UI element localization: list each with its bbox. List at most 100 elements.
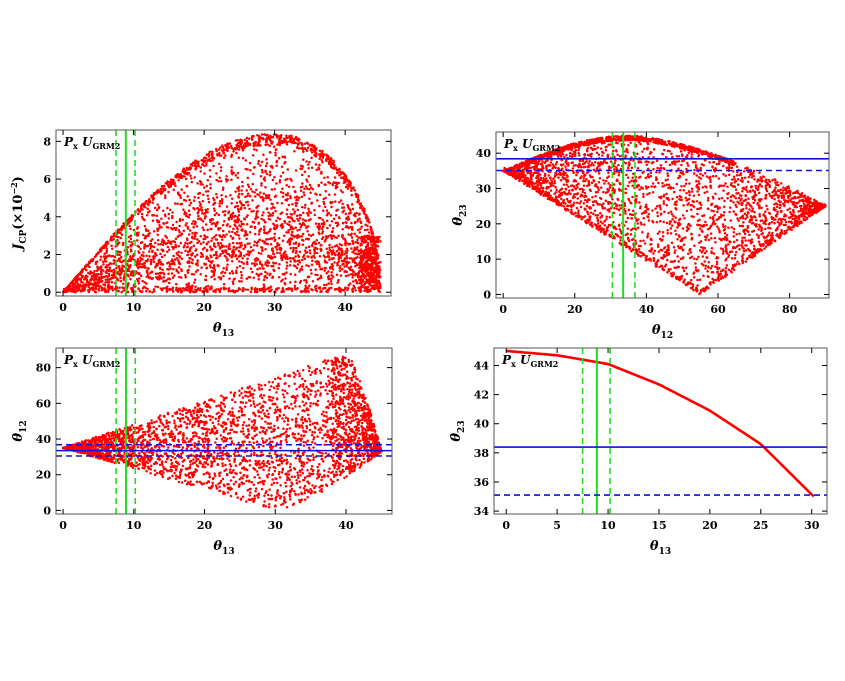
scatter-point xyxy=(611,197,614,201)
scatter-point xyxy=(668,222,671,226)
scatter-point xyxy=(197,217,200,221)
scatter-point xyxy=(304,284,307,287)
scatter-point xyxy=(219,278,222,281)
scatter-point xyxy=(196,164,200,167)
scatter-point xyxy=(126,253,129,256)
scatter-point xyxy=(315,251,319,255)
scatter-point xyxy=(116,279,120,282)
scatter-point xyxy=(327,270,330,273)
scatter-point xyxy=(302,191,305,194)
scatter-point xyxy=(376,238,379,242)
scatter-point xyxy=(262,211,265,214)
scatter-point xyxy=(190,222,194,225)
scatter-point xyxy=(300,173,304,177)
scatter-point xyxy=(165,287,169,291)
scatter-point xyxy=(578,202,581,205)
scatter-point xyxy=(365,263,368,267)
scatter-point xyxy=(328,258,331,261)
scatter-point xyxy=(303,223,306,227)
scatter-point xyxy=(267,196,271,199)
scatter-point xyxy=(186,195,189,198)
scatter-point xyxy=(235,246,238,250)
scatter-point xyxy=(311,187,315,191)
scatter-point xyxy=(101,268,104,272)
scatter-point xyxy=(293,150,296,153)
scatter-point xyxy=(360,260,364,264)
scatter-point xyxy=(737,191,740,195)
scatter-point xyxy=(239,270,243,274)
scatter-point xyxy=(334,214,338,217)
scatter-point xyxy=(359,281,363,284)
scatter-point xyxy=(369,247,372,251)
scatter-point xyxy=(199,272,202,276)
scatter-point xyxy=(188,247,192,251)
scatter-point xyxy=(196,259,199,262)
scatter-point xyxy=(264,263,267,266)
scatter-point xyxy=(159,276,163,279)
scatter-point xyxy=(152,256,156,260)
scatter-point xyxy=(151,201,154,204)
scatter-point xyxy=(609,143,612,146)
scatter-point xyxy=(324,266,327,270)
scatter-point xyxy=(305,279,308,282)
scatter-point xyxy=(355,193,359,196)
scatter-point xyxy=(631,176,634,180)
scatter-point xyxy=(231,230,234,234)
scatter-point xyxy=(240,140,243,144)
scatter-point xyxy=(139,247,142,251)
y-axis-label: JCP(×10−2) xyxy=(9,176,29,253)
scatter-point xyxy=(224,210,227,213)
scatter-point xyxy=(222,233,225,237)
scatter-point xyxy=(298,228,302,231)
scatter-point xyxy=(582,166,586,169)
scatter-point xyxy=(303,187,306,191)
scatter-point xyxy=(242,247,245,251)
scatter-point xyxy=(323,239,327,243)
scatter-point xyxy=(228,277,231,280)
scatter-point xyxy=(663,210,666,213)
scatter-point xyxy=(274,245,277,249)
scatter-point xyxy=(267,135,270,139)
scatter-point xyxy=(308,197,311,200)
scatter-point xyxy=(355,280,359,284)
scatter-point xyxy=(106,280,109,284)
scatter-point xyxy=(231,280,235,284)
scatter-point xyxy=(150,277,154,281)
scatter-point xyxy=(278,140,281,144)
scatter-point xyxy=(298,141,301,144)
scatter-point xyxy=(367,267,371,271)
scatter-point xyxy=(236,207,240,211)
scatter-point xyxy=(188,213,191,216)
scatter-point xyxy=(338,216,341,220)
scatter-point xyxy=(363,282,367,285)
scatter-point xyxy=(230,260,234,263)
scatter-point xyxy=(110,247,114,251)
scatter-point xyxy=(190,261,193,264)
scatter-point xyxy=(151,290,154,294)
scatter-point xyxy=(180,175,183,179)
scatter-point xyxy=(287,203,291,207)
scatter-point xyxy=(184,177,188,181)
scatter-point xyxy=(199,217,202,220)
scatter-point xyxy=(343,270,347,273)
scatter-point xyxy=(363,262,367,265)
scatter-point xyxy=(195,231,198,235)
scatter-point xyxy=(272,222,275,226)
scatter-point xyxy=(286,136,289,140)
scatter-point xyxy=(321,218,325,222)
scatter-point xyxy=(294,251,298,255)
scatter-point xyxy=(183,244,186,247)
scatter-point xyxy=(269,213,272,216)
scatter-point xyxy=(260,272,263,275)
scatter-point xyxy=(249,168,252,172)
scatter-point xyxy=(105,247,109,250)
scatter-point xyxy=(164,279,168,283)
scatter-point xyxy=(666,178,669,181)
x-tick-label: 0 xyxy=(59,301,67,314)
scatter-point xyxy=(165,236,169,239)
scatter-point xyxy=(288,243,292,246)
scatter-point xyxy=(161,238,164,242)
scatter-point xyxy=(302,211,305,215)
scatter-point xyxy=(360,237,363,240)
plot-area xyxy=(62,130,382,296)
